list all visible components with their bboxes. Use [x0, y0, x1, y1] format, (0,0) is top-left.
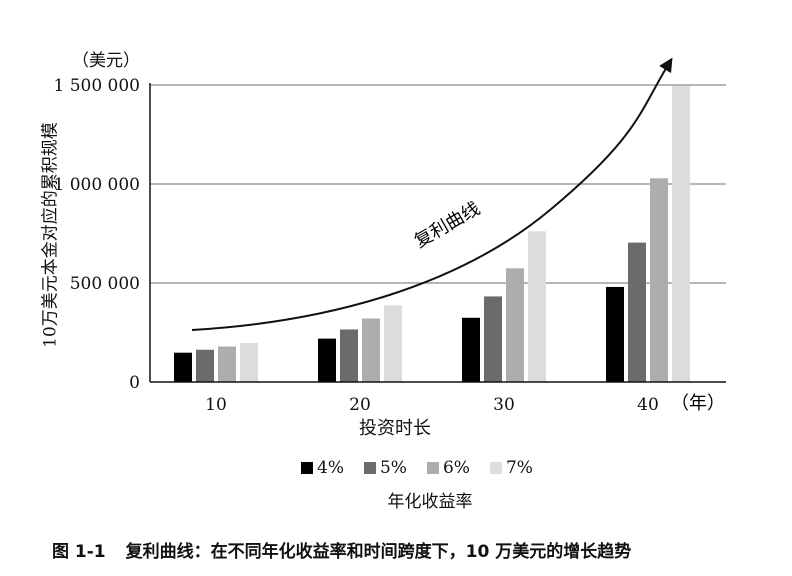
x-tick-label: 20	[349, 395, 371, 415]
bar-20-5pct	[340, 329, 358, 382]
y-axis-title: 10万美元本金对应的累积规模	[40, 122, 61, 348]
legend-label: 4%	[317, 458, 344, 478]
y-tick-label: 0	[129, 373, 140, 393]
legend-item-7pct: 7%	[489, 458, 533, 478]
bar-20-7pct	[384, 305, 402, 382]
legend-swatch	[489, 462, 502, 474]
legend-swatch	[426, 462, 439, 474]
bar-40-4pct	[606, 286, 624, 382]
x-tick-label: 30	[493, 395, 515, 415]
y-tick-label: 1 500 000	[53, 76, 140, 96]
bar-20-6pct	[362, 318, 380, 382]
bar-10-5pct	[196, 349, 214, 382]
legend-label: 6%	[442, 458, 470, 478]
bar-20-4pct	[318, 338, 336, 382]
bar-30-6pct	[506, 268, 524, 382]
bar-40-7pct	[672, 85, 690, 383]
x-tick-label: 10	[205, 395, 227, 415]
bar-30-4pct	[462, 317, 480, 382]
bar-30-7pct	[528, 231, 546, 382]
compound-curve-label: 复利曲线	[411, 198, 484, 252]
caption-text: 复利曲线：在不同年化收益率和时间跨度下，10 万美元的增长趋势	[125, 542, 632, 562]
legend-item-5pct: 5%	[363, 458, 407, 478]
x-axis-title: 投资时长	[359, 418, 431, 439]
bar-30-5pct	[484, 296, 502, 382]
bar-40-5pct	[628, 242, 646, 382]
bar-10-7pct	[240, 343, 258, 382]
x-unit-label: （年）	[671, 393, 725, 414]
y-axis-unit: （美元）	[72, 51, 140, 71]
legend-item-6pct: 6%	[426, 458, 470, 478]
legend-label: 7%	[505, 458, 533, 478]
legend-title: 年化收益率	[387, 492, 473, 512]
bar-10-4pct	[174, 352, 192, 382]
x-tick-label: 40	[637, 395, 659, 415]
caption-number: 图 1-1	[52, 542, 106, 562]
figure-caption: 图 1-1 复利曲线：在不同年化收益率和时间跨度下，10 万美元的增长趋势	[52, 537, 631, 562]
legend-label: 5%	[379, 458, 407, 478]
legend-item-4pct: 4%	[301, 458, 344, 478]
legend-swatch	[363, 462, 376, 474]
bar-40-6pct	[650, 178, 668, 382]
y-tick-label: 1 000 000	[53, 175, 140, 195]
compound-curve	[191, 57, 673, 331]
y-tick-label: 500 000	[70, 274, 140, 294]
legend: 4% 5% 6% 7%	[301, 458, 533, 478]
legend-swatch	[301, 462, 313, 474]
bar-10-6pct	[218, 346, 236, 382]
